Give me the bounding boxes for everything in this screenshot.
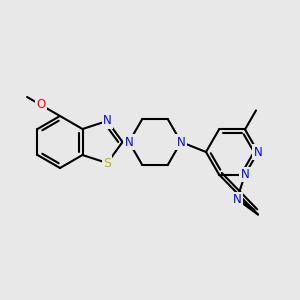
Text: N: N (103, 115, 112, 128)
Text: N: N (241, 168, 249, 181)
Text: N: N (254, 146, 262, 158)
Text: S: S (103, 157, 111, 169)
Text: N: N (177, 136, 185, 148)
Text: O: O (36, 98, 46, 112)
Text: N: N (232, 193, 241, 206)
Text: N: N (124, 136, 134, 148)
